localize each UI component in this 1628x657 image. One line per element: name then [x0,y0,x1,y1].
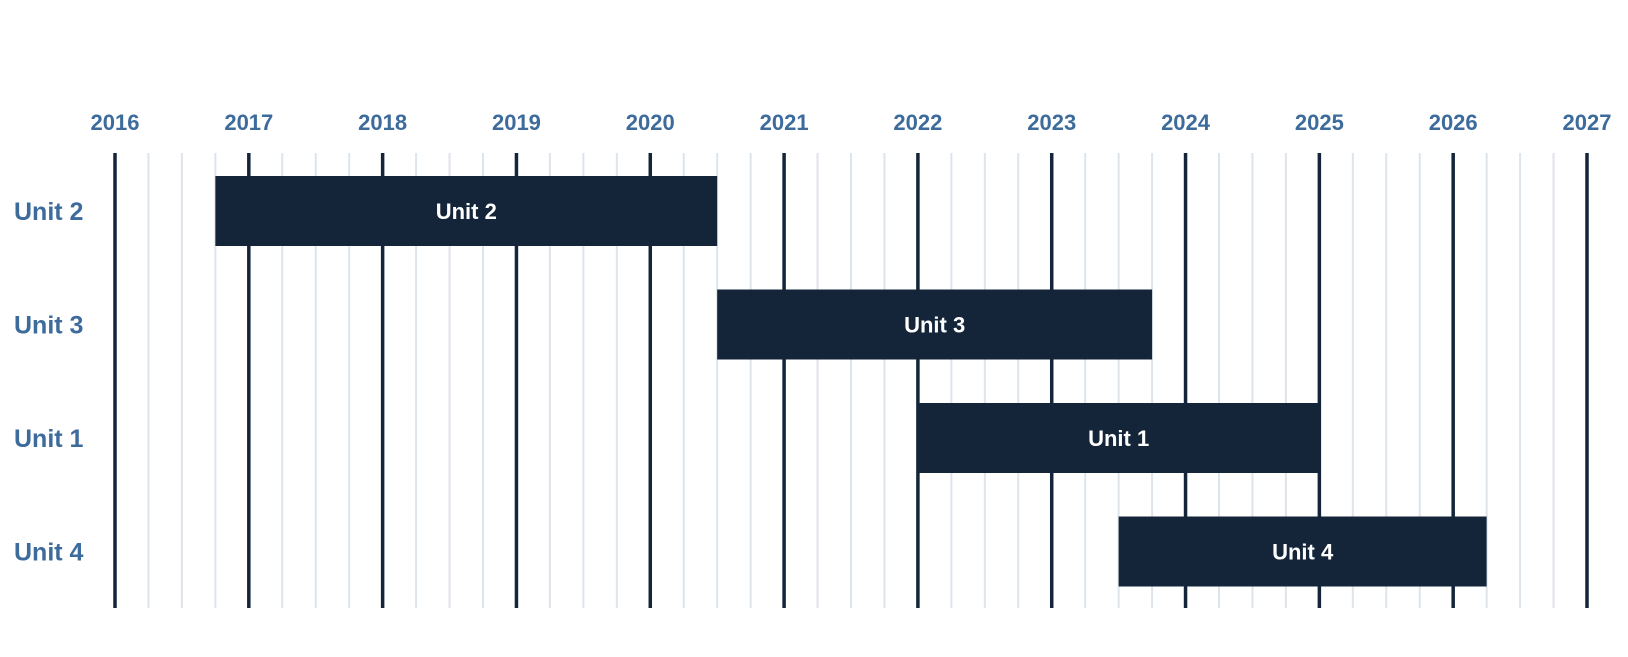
gantt-bar [717,289,1153,360]
year-tick-label: 2016 [91,110,140,135]
year-tick-label: 2024 [1161,110,1211,135]
year-tick-label: 2025 [1295,110,1344,135]
row-label: Unit 1 [14,425,84,453]
bars: Unit 2 Unit 3 Unit 1 Unit 4 [215,176,1487,587]
bar-label: Unit 2 [436,199,497,224]
gantt-bar [1118,516,1487,587]
row-label: Unit 2 [14,198,83,226]
year-axis: 2016 2017 2018 2019 2020 2021 2022 2023 2024 2025… [91,110,1612,135]
year-tick-label: 2017 [224,110,273,135]
gantt-bar [215,176,718,246]
bar-label: Unit 3 [904,313,965,338]
gantt-bar [917,403,1320,473]
bar-label: Unit 4 [1272,540,1334,565]
major-grid [113,153,1589,608]
year-tick-label: 2023 [1027,110,1076,135]
year-tick-label: 2021 [760,110,809,135]
year-tick-label: 2018 [358,110,407,135]
row-label: Unit 4 [14,539,84,567]
year-tick-label: 2026 [1429,110,1478,135]
year-tick-label: 2027 [1563,110,1612,135]
row-labels: Unit 2 Unit 3 Unit 1 Unit 4 [14,198,84,567]
year-tick-label: 2022 [893,110,942,135]
year-tick-label: 2019 [492,110,541,135]
row-label: Unit 3 [14,312,83,340]
bar-label: Unit 1 [1088,426,1149,451]
year-tick-label: 2020 [626,110,675,135]
